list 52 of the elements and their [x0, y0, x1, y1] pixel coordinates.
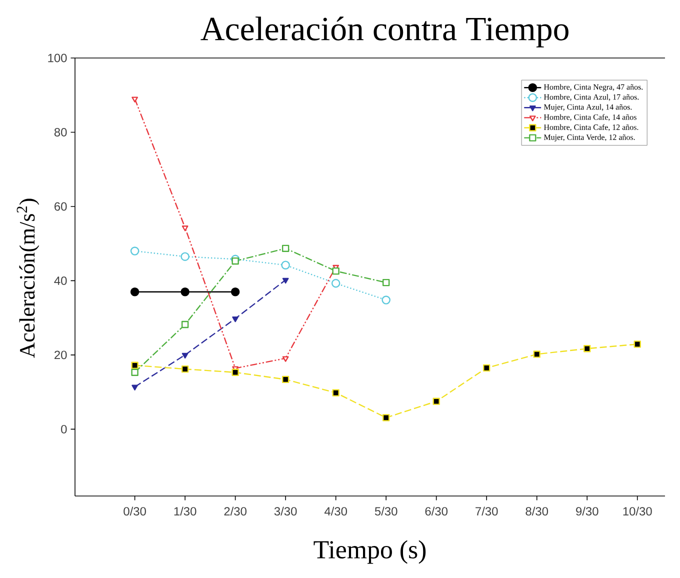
point	[282, 278, 289, 284]
y-axis-title: Aceleración(m/s$^{2}$)	[16, 198, 40, 358]
point	[331, 278, 340, 288]
y-tick-label: 40	[54, 276, 67, 285]
point	[130, 287, 140, 296]
point	[282, 356, 289, 362]
point	[132, 384, 138, 390]
x-tick-label: 7/30	[476, 506, 498, 516]
point	[281, 260, 290, 270]
x-tick-label: 2/30	[224, 506, 246, 516]
point	[282, 244, 290, 252]
point	[230, 287, 240, 296]
point	[332, 267, 340, 275]
point	[131, 362, 138, 369]
x-tick-label: 3/30	[274, 506, 297, 516]
point	[131, 368, 138, 376]
point	[130, 246, 140, 256]
x-tick-label: 8/30	[526, 506, 548, 516]
point	[584, 345, 591, 352]
point	[232, 257, 239, 265]
point	[181, 365, 189, 373]
chart-title: Aceleración contra Tiempo	[200, 16, 568, 48]
x-tick-label: 9/30	[576, 506, 598, 516]
point	[332, 389, 340, 396]
y-tick-label: 20	[54, 350, 67, 360]
point	[432, 398, 440, 405]
y-tick-label: 100	[48, 54, 67, 62]
point	[634, 340, 641, 348]
point	[382, 414, 390, 422]
point	[232, 316, 239, 322]
point	[232, 368, 239, 376]
x-tick-label: 5/30	[374, 506, 398, 516]
point	[533, 350, 540, 358]
x-tick-label: 0/30	[124, 506, 146, 516]
point	[182, 226, 188, 232]
y-tick-label: 0	[61, 424, 67, 434]
y-tick-label: 60	[54, 202, 67, 211]
point	[180, 287, 190, 296]
point	[382, 278, 390, 286]
point	[181, 320, 189, 328]
point	[483, 364, 490, 372]
x-tick-label: 6/30	[425, 506, 448, 516]
point	[282, 376, 290, 384]
point	[182, 352, 188, 359]
x-tick-label: 10/30	[623, 506, 652, 516]
x-tick-label: 1/30	[174, 506, 196, 516]
point	[132, 96, 138, 102]
point	[180, 252, 190, 261]
point	[382, 296, 390, 304]
x-axis-title: Tiempo (s)	[314, 540, 426, 564]
x-tick-label: 4/30	[324, 506, 347, 516]
y-tick-label: 80	[54, 128, 67, 136]
